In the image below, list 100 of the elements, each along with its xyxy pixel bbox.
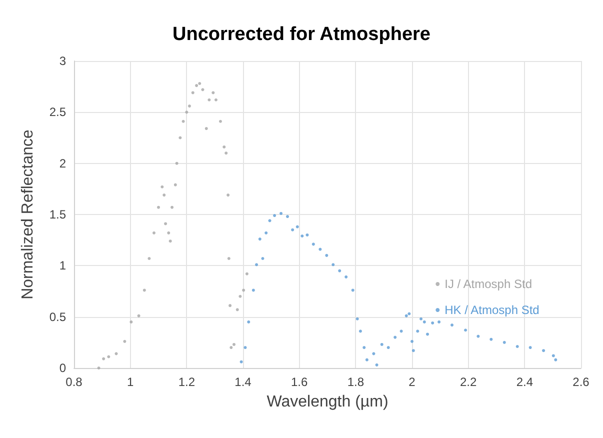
point [400,330,403,333]
point [198,82,202,86]
point [394,336,397,339]
point [182,120,185,123]
point [410,340,414,343]
point [164,222,168,226]
point [365,358,368,362]
point [516,345,519,348]
x-tick-label: 2.4 [516,375,534,389]
chart-title: Uncorrected for Atmosphere [172,24,430,45]
point [222,145,226,148]
point [255,263,258,266]
y-tick-label: 2.5 [49,105,66,120]
y-tick-label: 0 [59,361,66,375]
point [208,98,211,102]
point [214,98,218,102]
point [201,88,204,92]
point [552,354,555,358]
point [170,206,174,209]
point [325,254,328,257]
point [338,269,342,272]
x-tick-label: 2 [408,375,416,389]
point [102,357,106,360]
point [422,320,426,324]
point [502,340,506,344]
point [416,330,420,333]
point [232,342,236,346]
point [344,275,348,278]
point [97,366,100,370]
point [420,317,423,320]
point [362,346,366,350]
point [174,183,177,186]
point [261,257,264,260]
y-tick-label: 3 [59,54,66,68]
legend-label: HK / Atmosph Std [444,303,540,317]
point [148,257,151,260]
point [372,352,376,356]
point [542,349,546,352]
point [404,314,408,318]
y-tick-label: 1 [59,258,66,273]
x-tick-label: 2.2 [460,375,477,389]
point [152,231,156,234]
x-tick-label: 0.8 [66,375,83,389]
y-tick-label: 1.5 [49,208,66,222]
point [306,233,309,236]
x-axis-title: Wavelength (µm) [266,394,388,410]
point [175,162,178,165]
point [318,248,322,251]
x-tick-label: 2.6 [572,375,590,389]
point [450,324,454,327]
point [178,136,182,140]
point [230,346,233,350]
x-tick-label: 1.2 [178,375,196,389]
point [438,320,441,324]
point [375,363,378,366]
point [412,349,415,352]
point [380,342,384,346]
point [268,219,272,222]
point [238,294,242,298]
point [226,194,230,197]
point [476,334,480,338]
point [228,304,232,308]
point [258,238,262,241]
point [204,127,208,130]
point [528,346,532,350]
point [195,84,198,88]
x-tick-label: 1.8 [347,375,364,389]
point [224,152,228,155]
point [157,206,160,209]
y-tick-label: 0.5 [49,310,66,324]
y-axis-title: Normalized Reflectance [20,129,36,300]
point [227,257,230,260]
point [240,360,243,364]
point [137,314,140,318]
point [162,194,166,197]
point [244,346,247,350]
point [160,185,164,188]
point [300,234,304,238]
point [273,214,276,218]
point [218,120,222,123]
point [264,231,268,234]
point [247,320,250,324]
point [464,328,468,332]
point [142,288,146,292]
point [245,272,248,276]
point [280,212,283,215]
point [168,240,172,243]
point [332,263,335,266]
x-tick-label: 1 [126,375,134,389]
point [130,320,133,324]
point [236,308,239,312]
point [286,215,290,218]
point [431,321,434,324]
point [490,338,493,341]
point [312,242,315,246]
y-tick-label: 2 [59,156,66,170]
point [356,317,359,320]
x-tick-label: 1.4 [234,375,252,389]
point [252,288,255,292]
point [185,110,188,114]
